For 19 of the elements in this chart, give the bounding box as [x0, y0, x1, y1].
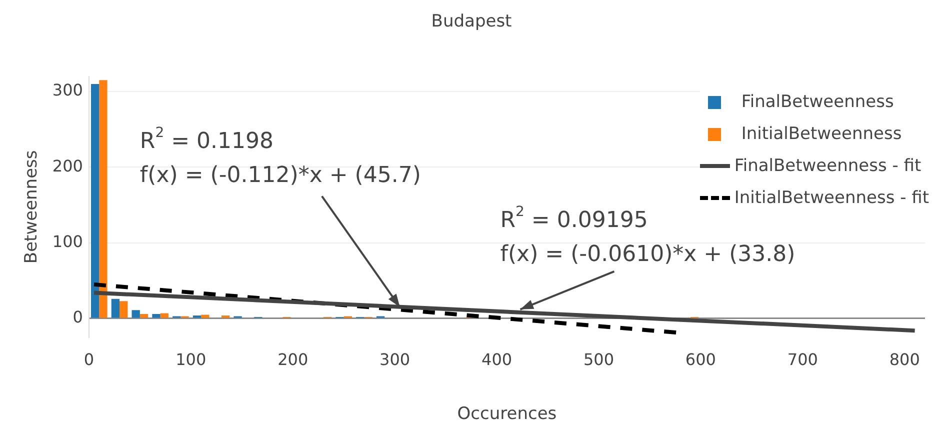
y-tick-label: 0	[72, 308, 83, 327]
legend-label: FinalBetweenness - fit	[734, 155, 922, 178]
legend-label: FinalBetweenness	[741, 91, 894, 114]
y-tick-label: 200	[52, 156, 83, 176]
x-tick-label: 600	[685, 350, 716, 370]
legend-label: InitialBetweenness	[741, 123, 902, 146]
x-axis-title: Occurences	[457, 404, 557, 424]
x-tick-label: 700	[787, 350, 818, 370]
x-tick-label: 400	[482, 350, 512, 370]
chart-title: Budapest	[431, 12, 512, 32]
y-axis-title: Betweenness	[22, 150, 42, 264]
x-tick-label: 300	[380, 350, 410, 370]
legend-label: InitialBetweenness - fit	[734, 187, 929, 210]
x-tick-label: 200	[278, 350, 308, 370]
x-tick-label: 100	[176, 350, 206, 370]
x-tick-label: 500	[583, 350, 614, 370]
y-tick-label: 100	[52, 232, 83, 251]
y-tick-label: 300	[52, 80, 83, 100]
x-tick-label: 800	[889, 350, 920, 370]
